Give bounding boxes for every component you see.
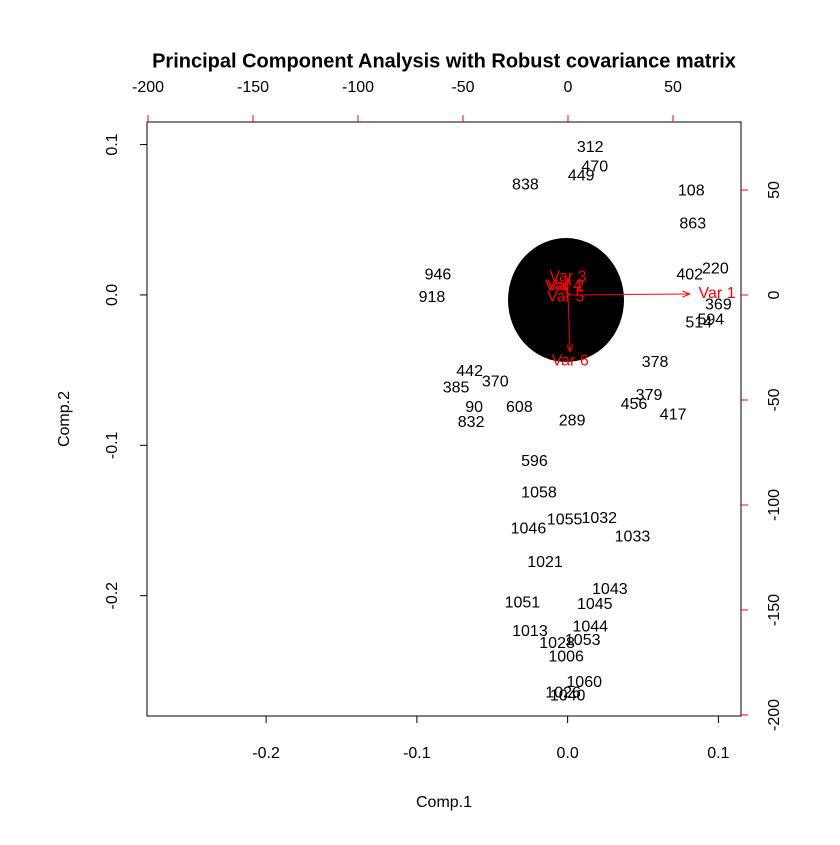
x2-tick-label: -50	[451, 79, 474, 96]
y2-tick-label: -100	[766, 489, 783, 521]
point-label: 470	[581, 158, 608, 175]
chart-title: Principal Component Analysis with Robust…	[152, 50, 736, 72]
point-label: 1051	[505, 594, 541, 611]
point-label: 1045	[577, 596, 613, 613]
point-label: 108	[678, 182, 705, 199]
point-label: 442	[456, 363, 483, 380]
point-label: 1055	[547, 512, 583, 529]
point-label: 1026	[545, 685, 581, 702]
x2-tick-label: -100	[342, 79, 374, 96]
x2-tick-label: -150	[237, 79, 269, 96]
point-label: 1006	[548, 649, 584, 666]
arrow-head	[566, 344, 574, 353]
point-label: 514	[685, 315, 712, 332]
point-label: 369	[705, 297, 732, 314]
point-label: 1046	[511, 521, 547, 538]
point-label: 1013	[512, 623, 548, 640]
overplotted-label-mass	[508, 238, 624, 362]
point-label: 90	[465, 399, 483, 416]
loading-label: Var 4	[545, 277, 582, 294]
y2-tick-label: -150	[766, 594, 783, 626]
loading-arrow	[563, 286, 569, 296]
loading-label: Var 2	[547, 277, 584, 294]
point-label: 594	[697, 312, 724, 329]
point-label: 312	[577, 139, 604, 156]
y2-tick-label: 0	[766, 290, 783, 299]
plot-frame	[146, 121, 742, 717]
x-tick-label: -0.1	[403, 745, 431, 762]
point-label: 596	[521, 453, 548, 470]
point-label: 1058	[521, 485, 557, 502]
y2-tick-label: 50	[766, 181, 783, 199]
arrow-head	[682, 290, 692, 298]
point-label: 832	[458, 414, 485, 431]
y2-tick-label: -50	[766, 388, 783, 411]
point-label: 838	[512, 176, 539, 193]
loading-label: Var 5	[547, 288, 584, 305]
loading-label: Var 6	[552, 352, 589, 369]
point-label: 946	[425, 267, 452, 284]
point-label: 1053	[565, 632, 601, 649]
x-tick-label: 0.1	[707, 745, 729, 762]
x-tick-label: 0.0	[556, 745, 578, 762]
y-tick-label: 0.0	[104, 284, 121, 306]
y2-tick-label: -200	[766, 699, 783, 731]
point-label: 417	[660, 406, 687, 423]
point-label: 608	[506, 399, 533, 416]
y-tick-label: 0.1	[104, 133, 121, 155]
point-label: 289	[559, 412, 586, 429]
point-label: 1028	[539, 635, 575, 652]
point-label: 402	[676, 267, 703, 284]
point-label: 1060	[566, 674, 602, 691]
point-label: 379	[636, 387, 663, 404]
point-label: 918	[419, 289, 446, 306]
point-label: 449	[568, 167, 595, 184]
point-label: 378	[642, 354, 669, 371]
loading-arrow	[567, 294, 571, 352]
arrow-head	[564, 276, 572, 286]
point-label: 370	[482, 373, 509, 390]
point-label: 1033	[615, 528, 651, 545]
point-label: 863	[679, 215, 706, 232]
x2-tick-label: -200	[132, 79, 164, 96]
y-tick-label: -0.1	[104, 431, 121, 459]
y-axis-label: Comp.2	[56, 391, 73, 447]
loading-label: Var 3	[549, 268, 586, 285]
y-tick-label: -0.2	[104, 582, 121, 610]
point-label: 220	[702, 261, 729, 278]
point-label: 1040	[550, 688, 586, 705]
loading-label: Var 1	[699, 285, 736, 302]
point-label: 456	[621, 396, 648, 413]
x-axis-label: Comp.1	[416, 794, 472, 811]
loading-arrow	[567, 293, 690, 296]
x2-tick-label: 50	[664, 79, 682, 96]
point-label: 385	[443, 379, 470, 396]
point-label: 1021	[527, 554, 563, 571]
point-label: 1032	[581, 510, 617, 527]
point-label: 1043	[592, 581, 628, 598]
x-tick-label: -0.2	[252, 745, 280, 762]
x2-tick-label: 0	[564, 79, 573, 96]
point-label: 1044	[572, 618, 608, 635]
